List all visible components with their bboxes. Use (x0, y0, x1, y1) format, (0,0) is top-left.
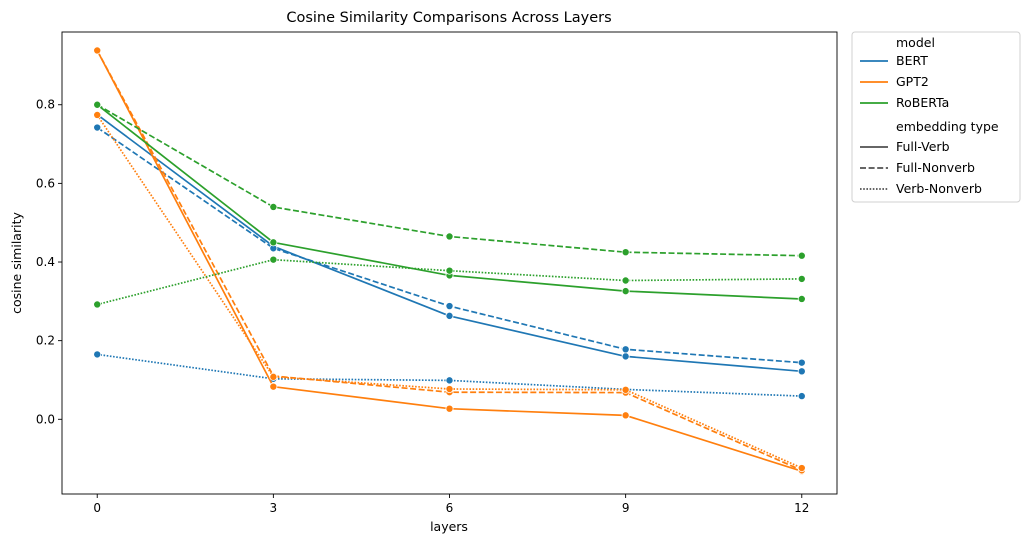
series-bert-full-verb (93, 110, 806, 376)
x-tick-label: 6 (446, 501, 454, 515)
legend-frame (851, 31, 1021, 203)
x-tick-label: 12 (794, 501, 809, 515)
data-point-roberta-full-verb (621, 287, 630, 296)
data-point-roberta-full-nonverb (445, 232, 454, 241)
y-axis: 0.0 0.2 0.4 0.6 0.8 (36, 98, 62, 426)
data-point-bert-full-nonverb (621, 345, 630, 354)
plot-area (61, 31, 838, 495)
data-point-roberta-verb-nonverb (621, 276, 630, 285)
data-point-roberta-full-verb (797, 294, 806, 303)
y-axis-label: cosine similarity (9, 212, 24, 314)
series-gpt2-full-verb (93, 46, 806, 476)
data-point-gpt2-verb-nonverb (269, 372, 278, 381)
data-point-gpt2-verb-nonverb (797, 464, 806, 473)
x-tick-label: 9 (622, 501, 630, 515)
data-point-bert-verb-nonverb (797, 392, 806, 401)
data-point-roberta-full-nonverb (269, 202, 278, 211)
data-point-bert-full-verb (621, 352, 630, 361)
data-point-roberta-verb-nonverb (445, 266, 454, 275)
legend: model embedding type BERT GPT2 RoBERTa Full… (851, 31, 1021, 203)
legend-label-gpt2: GPT2 (896, 74, 929, 89)
data-point-gpt2-full-verb (621, 411, 630, 420)
series-line-bert-full-nonverb (96, 126, 802, 364)
legend-label-roberta: RoBERTa (896, 95, 949, 110)
y-tick-label: 0.4 (36, 255, 55, 269)
data-point-roberta-full-nonverb (621, 248, 630, 257)
data-point-roberta-full-nonverb (93, 100, 102, 109)
y-tick-label: 0.2 (36, 334, 55, 348)
x-tick-label: 3 (270, 501, 278, 515)
data-point-bert-full-verb (797, 367, 806, 376)
data-point-roberta-full-nonverb (797, 251, 806, 260)
x-axis: 0 3 6 9 12 (93, 494, 809, 515)
data-point-gpt2-verb-nonverb (445, 385, 454, 394)
data-point-roberta-verb-nonverb (797, 274, 806, 283)
series-roberta-verb-nonverb (93, 255, 806, 309)
y-tick-label: 0.6 (36, 176, 55, 190)
x-axis-label: layers (430, 519, 468, 534)
series-line-bert-verb-nonverb (97, 353, 802, 397)
chart-title: Cosine Similarity Comparisons Across Lay… (286, 10, 611, 26)
data-point-bert-full-nonverb (797, 358, 806, 367)
y-tick-label: 0.8 (36, 98, 55, 112)
data-point-roberta-verb-nonverb (269, 255, 278, 264)
series-gpt2-verb-nonverb (93, 110, 806, 473)
legend-hue-title: model (896, 35, 935, 50)
data-point-gpt2-full-nonverb (93, 46, 102, 55)
data-point-bert-verb-nonverb (445, 376, 454, 385)
series-line-gpt2-verb-nonverb (96, 114, 803, 469)
data-point-gpt2-full-verb (269, 382, 278, 391)
series-layer (93, 46, 806, 476)
series-roberta-full-nonverb (93, 100, 806, 260)
series-bert-full-nonverb (93, 123, 806, 367)
legend-style-title: embedding type (896, 119, 999, 134)
legend-label-full-verb: Full-Verb (896, 139, 950, 154)
data-point-gpt2-full-verb (445, 404, 454, 413)
series-line-roberta-verb-nonverb (96, 258, 802, 306)
data-point-roberta-full-verb (269, 238, 278, 247)
data-point-roberta-verb-nonverb (93, 300, 102, 309)
y-tick-label: 0.0 (36, 412, 55, 426)
series-line-bert-full-verb (96, 113, 802, 373)
data-point-gpt2-verb-nonverb (93, 110, 102, 119)
data-point-bert-full-verb (445, 311, 454, 320)
data-point-bert-full-nonverb (445, 302, 454, 311)
legend-label-full-nonverb: Full-Nonverb (896, 160, 975, 175)
data-point-bert-verb-nonverb (93, 350, 102, 359)
data-point-bert-full-nonverb (93, 123, 102, 132)
data-point-gpt2-verb-nonverb (621, 385, 630, 394)
legend-label-verb-nonverb: Verb-Nonverb (896, 181, 982, 196)
x-tick-label: 0 (93, 501, 101, 515)
legend-label-bert: BERT (896, 53, 928, 68)
